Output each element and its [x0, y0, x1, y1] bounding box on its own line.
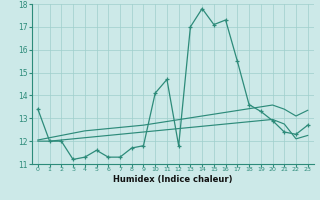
X-axis label: Humidex (Indice chaleur): Humidex (Indice chaleur)	[113, 175, 233, 184]
